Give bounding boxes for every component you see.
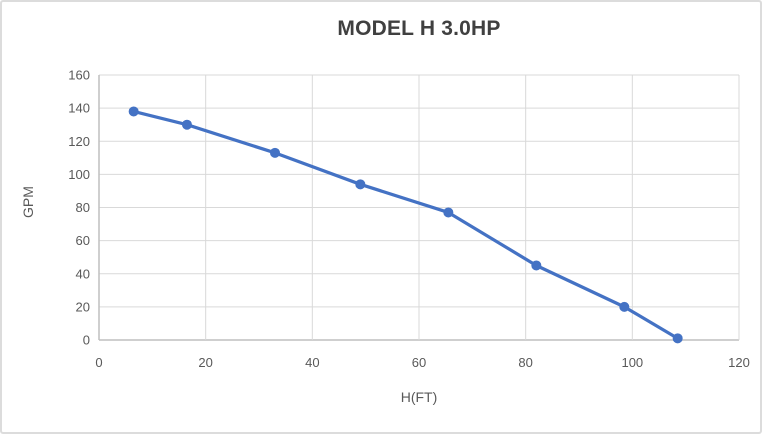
series-line [132, 109, 680, 340]
data-point-marker [128, 106, 139, 117]
y-tick-label: 40 [76, 266, 90, 281]
x-tick-label: 20 [198, 355, 212, 370]
chart-title: MODEL H 3.0HP [337, 17, 501, 40]
y-tick-label: 60 [76, 233, 90, 248]
x-tick-label: 120 [728, 355, 750, 370]
x-tick-label: 0 [95, 355, 102, 370]
y-axis-title: GPM [20, 186, 36, 218]
y-tick-label: 120 [68, 134, 90, 149]
data-point-marker [355, 179, 366, 190]
y-tick-label: 140 [68, 101, 90, 116]
x-tick-label: 100 [621, 355, 643, 370]
data-point-marker [443, 207, 454, 218]
y-tick-label: 0 [83, 333, 90, 348]
y-tick-label: 80 [76, 200, 90, 215]
y-tick-label: 160 [68, 68, 90, 83]
data-point-marker [270, 147, 280, 158]
data-point-marker [619, 301, 630, 312]
data-point-marker [182, 119, 192, 130]
y-tick-label: 100 [68, 167, 90, 182]
y-tick-label: 20 [76, 299, 90, 314]
data-point-marker [672, 333, 683, 344]
x-tick-label: 40 [305, 355, 319, 370]
x-tick-label: 60 [412, 355, 426, 370]
x-tick-label: 80 [518, 355, 532, 370]
x-axis-title: H(FT) [400, 389, 438, 405]
data-point-marker [531, 260, 542, 271]
